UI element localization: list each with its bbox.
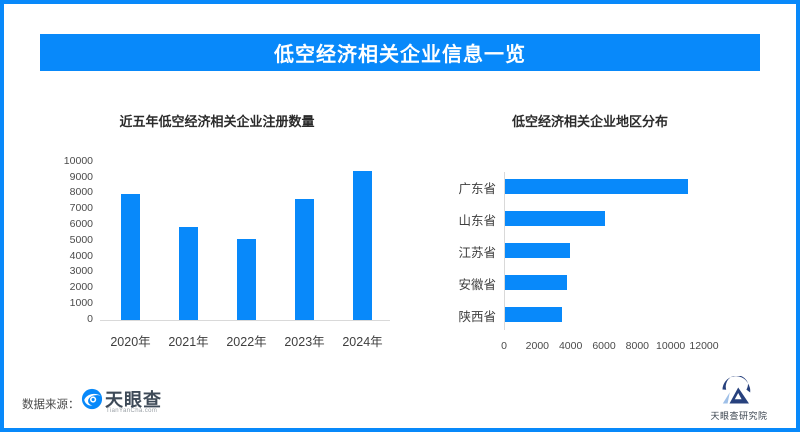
bar-安徽省 (505, 274, 567, 290)
left-chart-title: 近五年低空经济相关企业注册数量 (119, 114, 315, 129)
right-chart-xtick: 0 (501, 340, 507, 352)
left-chart-category-label: 2020年 (110, 335, 151, 349)
left-chart-ytick: 4000 (69, 249, 93, 262)
bar-2021年 (179, 226, 198, 320)
right-chart-y-axis-line (504, 172, 505, 330)
institute-label: 天眼查研究院 (710, 411, 768, 421)
right-chart-title: 低空经济相关企业地区分布 (511, 114, 668, 129)
right-chart-category-label: 江苏省 (458, 246, 496, 260)
tianyancha-eye-icon (81, 388, 103, 410)
bar-山东省 (505, 210, 605, 226)
bar-江苏省 (505, 242, 570, 258)
left-chart-ytick: 9000 (69, 170, 93, 183)
right-chart-xtick: 12000 (689, 340, 719, 352)
data-source-label: 数据来源： (22, 399, 80, 411)
left-chart-category-label: 2024年 (342, 335, 383, 349)
right-chart-xtick: 4000 (558, 340, 583, 352)
bar-广东省 (505, 178, 689, 194)
page-title: 低空经济相关企业信息一览 (40, 34, 760, 71)
bar-2022年 (237, 239, 256, 320)
left-chart-ytick: 5000 (69, 233, 93, 246)
right-chart-xtick: 6000 (592, 340, 616, 352)
left-chart-ytick: 7000 (69, 202, 93, 215)
right-chart-category-label: 安徽省 (458, 278, 496, 292)
tianyancha-url-text: TianYanCha.com (106, 408, 158, 414)
institute-logo-icon (722, 376, 751, 404)
bar-陕西省 (505, 306, 562, 322)
left-chart-ytick: 3000 (69, 265, 93, 278)
left-chart-category-label: 2023年 (284, 335, 325, 349)
left-chart-x-axis-line (100, 320, 390, 321)
right-chart-xtick: 8000 (625, 340, 649, 352)
left-chart-ytick: 10000 (63, 154, 93, 167)
left-chart-ytick: 6000 (69, 217, 93, 230)
left-chart-category-label: 2022年 (226, 335, 267, 349)
right-chart-xtick: 2000 (525, 340, 549, 352)
left-chart-ytick: 2000 (69, 281, 93, 294)
bar-2024年 (353, 171, 372, 320)
left-chart-ytick: 1000 (69, 296, 93, 309)
bar-2020年 (121, 193, 140, 320)
right-chart-category-label: 山东省 (458, 214, 496, 228)
left-chart-ytick: 0 (87, 312, 93, 325)
right-chart-category-label: 广东省 (458, 182, 496, 196)
left-chart-ytick: 8000 (69, 186, 93, 199)
tianyancha-logotype: 天眼查 (105, 390, 162, 410)
right-chart-xtick: 10000 (656, 340, 686, 352)
bar-2023年 (295, 199, 314, 320)
right-chart-category-label: 陕西省 (458, 310, 496, 324)
left-chart-category-label: 2021年 (168, 335, 209, 349)
